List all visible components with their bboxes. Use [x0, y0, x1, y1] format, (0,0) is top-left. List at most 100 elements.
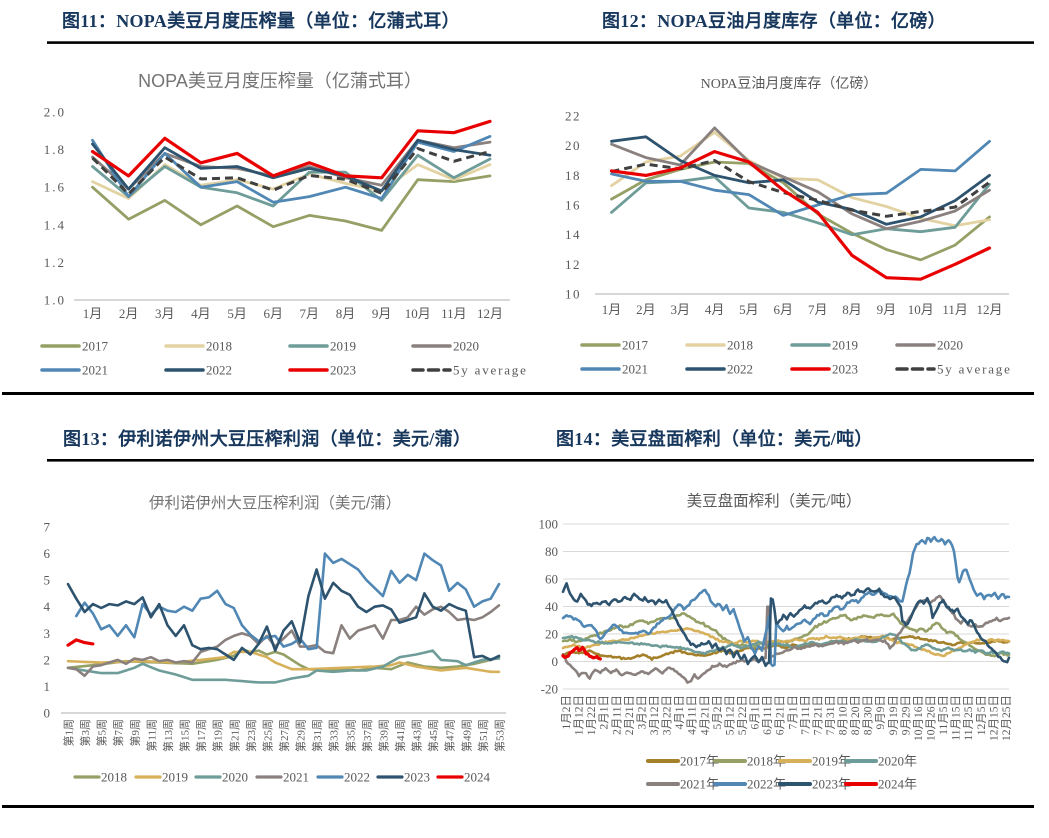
- svg-text:第35周: 第35周: [343, 719, 357, 752]
- svg-text:8月: 8月: [842, 302, 862, 317]
- svg-text:9月19日: 9月19日: [888, 695, 900, 735]
- svg-text:1.4: 1.4: [44, 217, 66, 232]
- svg-text:6月1日: 6月1日: [750, 695, 762, 730]
- svg-text:1.2: 1.2: [44, 255, 66, 270]
- svg-text:7月: 7月: [300, 306, 320, 321]
- svg-text:1.6: 1.6: [44, 180, 66, 195]
- svg-text:3月12日: 3月12日: [649, 695, 661, 735]
- svg-text:8月20日: 8月20日: [850, 695, 862, 735]
- svg-text:4月1日: 4月1日: [674, 695, 686, 730]
- svg-text:5月22日: 5月22日: [737, 695, 749, 735]
- svg-text:11月5日: 11月5日: [938, 695, 950, 735]
- svg-text:5: 5: [44, 573, 51, 588]
- svg-text:第5周: 第5周: [95, 719, 109, 747]
- svg-text:第17周: 第17周: [194, 719, 208, 752]
- svg-text:8月10日: 8月10日: [838, 695, 850, 735]
- svg-text:第31周: 第31周: [310, 719, 324, 752]
- svg-text:第11周: 第11周: [144, 719, 158, 752]
- svg-text:5y average: 5y average: [453, 363, 528, 378]
- svg-text:图13：伊利诺伊州大豆压榨利润（单位：美元/蒲）: 图13：伊利诺伊州大豆压榨利润（单位：美元/蒲）: [63, 428, 471, 449]
- svg-text:9月: 9月: [372, 306, 392, 321]
- svg-text:100: 100: [539, 517, 559, 532]
- svg-text:1月22日: 1月22日: [586, 695, 598, 735]
- svg-text:3月: 3月: [670, 302, 690, 317]
- svg-text:第27周: 第27周: [277, 719, 291, 752]
- svg-text:2024年: 2024年: [878, 777, 917, 792]
- svg-text:3月: 3月: [155, 306, 175, 321]
- svg-text:0: 0: [552, 654, 559, 669]
- svg-text:第47周: 第47周: [443, 719, 457, 752]
- svg-text:2月: 2月: [119, 306, 139, 321]
- svg-text:第37周: 第37周: [360, 719, 374, 752]
- svg-text:12: 12: [565, 257, 581, 272]
- svg-text:第33周: 第33周: [327, 719, 341, 752]
- svg-text:7月31日: 7月31日: [825, 695, 837, 735]
- svg-text:60: 60: [545, 572, 558, 587]
- svg-text:3: 3: [44, 626, 51, 641]
- svg-text:2022: 2022: [727, 362, 753, 377]
- svg-text:16: 16: [565, 198, 581, 213]
- svg-text:12月: 12月: [976, 302, 1002, 317]
- svg-text:3月22日: 3月22日: [662, 695, 674, 735]
- svg-text:2017年: 2017年: [680, 754, 719, 769]
- svg-text:2021年: 2021年: [680, 777, 719, 792]
- svg-text:-20: -20: [541, 682, 558, 697]
- svg-text:第39周: 第39周: [376, 719, 390, 752]
- svg-text:2023: 2023: [330, 363, 356, 378]
- svg-text:3月2日: 3月2日: [636, 695, 648, 730]
- svg-text:2017: 2017: [82, 339, 109, 354]
- svg-text:2018: 2018: [206, 339, 232, 354]
- svg-text:第43周: 第43周: [410, 719, 424, 752]
- svg-text:伊利诺伊州大豆压榨利润（美元/蒲）: 伊利诺伊州大豆压榨利润（美元/蒲）: [149, 494, 401, 512]
- svg-text:4月: 4月: [191, 306, 211, 321]
- svg-text:第9周: 第9周: [128, 719, 142, 747]
- svg-text:7月1日: 7月1日: [787, 695, 799, 730]
- svg-text:第15周: 第15周: [178, 719, 192, 752]
- svg-text:2月: 2月: [636, 302, 656, 317]
- svg-text:11月: 11月: [441, 306, 467, 321]
- svg-text:12月5日: 12月5日: [976, 695, 988, 735]
- svg-text:2023年: 2023年: [812, 777, 851, 792]
- svg-text:12月25日: 12月25日: [1001, 695, 1013, 741]
- svg-text:5y average: 5y average: [937, 362, 1012, 377]
- svg-text:第13周: 第13周: [161, 719, 175, 752]
- svg-text:4月21日: 4月21日: [699, 695, 711, 735]
- svg-text:2019年: 2019年: [812, 754, 851, 769]
- svg-text:0: 0: [44, 706, 51, 721]
- svg-text:14: 14: [565, 227, 581, 242]
- svg-text:2月1日: 2月1日: [599, 695, 611, 730]
- svg-text:2月21日: 2月21日: [624, 695, 636, 735]
- svg-text:2023: 2023: [832, 362, 858, 377]
- svg-text:2020年: 2020年: [878, 754, 917, 769]
- svg-text:2018: 2018: [101, 770, 127, 785]
- svg-text:第51周: 第51周: [476, 719, 490, 752]
- svg-text:9月29日: 9月29日: [900, 695, 912, 735]
- svg-text:图14：美豆盘面榨利（单位：美元/吨）: 图14：美豆盘面榨利（单位：美元/吨）: [556, 428, 873, 449]
- svg-text:5月: 5月: [227, 306, 247, 321]
- svg-text:第41周: 第41周: [393, 719, 407, 752]
- svg-text:6月21日: 6月21日: [775, 695, 787, 735]
- svg-text:1月: 1月: [83, 306, 103, 321]
- svg-text:5月: 5月: [739, 302, 759, 317]
- svg-text:7月11日: 7月11日: [800, 695, 812, 735]
- svg-text:2023: 2023: [404, 770, 430, 785]
- svg-text:20: 20: [545, 627, 558, 642]
- svg-text:80: 80: [545, 544, 558, 559]
- svg-text:6月: 6月: [263, 306, 283, 321]
- svg-text:第19周: 第19周: [211, 719, 225, 752]
- svg-text:2019: 2019: [832, 338, 858, 353]
- svg-text:图12：NOPA豆油月度库存（单位：亿磅）: 图12：NOPA豆油月度库存（单位：亿磅）: [602, 10, 946, 31]
- svg-text:9月: 9月: [877, 302, 897, 317]
- svg-text:9月9日: 9月9日: [875, 695, 887, 730]
- svg-text:10月26日: 10月26日: [926, 695, 938, 741]
- svg-text:美豆盘面榨利（美元/吨）: 美豆盘面榨利（美元/吨）: [687, 491, 862, 510]
- svg-text:2.0: 2.0: [44, 105, 66, 120]
- svg-text:2021: 2021: [82, 363, 108, 378]
- svg-text:2024: 2024: [464, 770, 491, 785]
- svg-text:11月25日: 11月25日: [963, 695, 975, 741]
- svg-text:第7周: 第7周: [111, 719, 125, 747]
- svg-text:18: 18: [565, 168, 581, 183]
- svg-text:2022: 2022: [344, 770, 370, 785]
- svg-text:11月15日: 11月15日: [951, 695, 963, 741]
- svg-text:2018年: 2018年: [747, 754, 786, 769]
